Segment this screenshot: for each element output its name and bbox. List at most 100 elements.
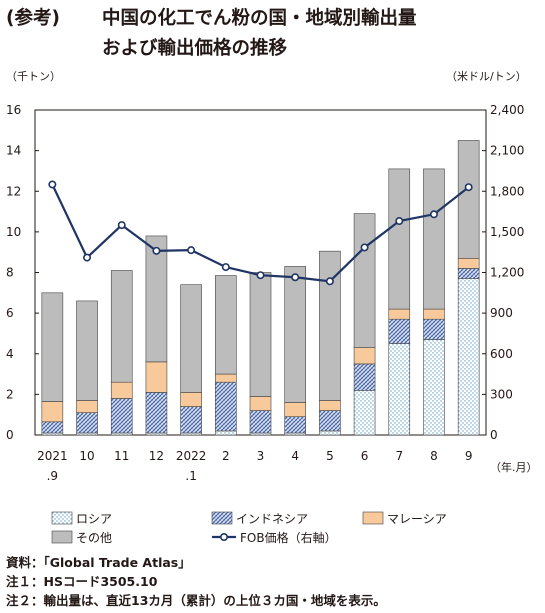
- x-tick-label: .1: [185, 469, 196, 483]
- bar-segment-2: [76, 412, 98, 434]
- x-tick-label: 8: [430, 449, 438, 463]
- legend-label-2: インドネシア: [236, 512, 308, 526]
- fob-price-point: [291, 273, 300, 282]
- fob-price-point: [360, 243, 369, 252]
- bar-segment-4: [110, 270, 133, 383]
- bar-segment-1: [110, 432, 133, 436]
- bar-segment-1: [249, 432, 272, 436]
- bar-segment-2: [249, 410, 272, 434]
- right-tick-label: 300: [490, 387, 513, 401]
- right-tick-label: 600: [490, 347, 513, 361]
- legend-label-4: その他: [76, 531, 112, 545]
- left-tick-label: 16: [6, 103, 21, 117]
- bar-segment-1: [145, 432, 168, 436]
- fob-price-point: [152, 246, 161, 255]
- bar-segment-2: [353, 363, 376, 391]
- bar-segment-2: [388, 318, 411, 344]
- bar-segment-4: [180, 284, 202, 393]
- bar-segment-3: [41, 401, 64, 423]
- x-tick-label: 9: [465, 449, 473, 463]
- bar-segment-2: [215, 381, 237, 432]
- bar-segment-4: [249, 272, 272, 397]
- bar-segment-2: [180, 406, 202, 434]
- legend-swatch-3: [362, 511, 384, 525]
- bar-segment-1: [319, 430, 341, 436]
- chart-title: (参考) 中国の化工でん粉の国・地域別輸出量 および輸出価格の推移: [6, 4, 417, 64]
- x-tick-label: 7: [395, 449, 403, 463]
- right-axis-unit: （米ドル/トン）: [446, 70, 527, 83]
- left-tick-label: 4: [6, 347, 14, 361]
- bar-segment-3: [388, 308, 411, 320]
- bar-segment-3: [110, 381, 133, 399]
- bar-segment-4: [457, 140, 480, 259]
- bar-segment-1: [76, 432, 98, 436]
- bar-segment-3: [76, 400, 98, 413]
- bar-segment-2: [423, 318, 445, 340]
- left-tick-label: 10: [6, 225, 21, 239]
- bar-segment-4: [423, 168, 445, 310]
- fob-price-point: [48, 180, 57, 189]
- bar-segment-2: [145, 392, 168, 434]
- bar-segment-3: [353, 347, 376, 365]
- x-tick-label: 2021: [37, 449, 68, 463]
- legend-swatch-2: [211, 511, 233, 525]
- legend-label-3: マレーシア: [387, 512, 447, 526]
- bar-segment-4: [145, 235, 168, 363]
- bar-segment-1: [353, 390, 376, 436]
- bar-segment-3: [457, 257, 480, 269]
- bar-segment-2: [284, 416, 306, 434]
- x-tick-label: 12: [149, 449, 164, 463]
- chart-area: 0 2 4 6 8 10 12 14 16 0 300 600 900 1,200 1,500 1,800 2,…: [6, 70, 538, 545]
- note-2: 注２：輸出量は、直近13カ月（累計）の上位３カ国・地域を表示。: [6, 593, 386, 608]
- fob-price-point: [83, 253, 92, 262]
- bar-segment-1: [284, 432, 306, 436]
- right-tick-label: 1,800: [490, 184, 524, 198]
- title-prefix: (参考): [6, 8, 60, 29]
- x-tick-label: 3: [257, 449, 265, 463]
- bar-segment-4: [319, 250, 341, 401]
- bar-segment-1: [423, 339, 445, 436]
- bar-segment-2: [110, 398, 133, 434]
- bar-segment-3: [215, 373, 237, 383]
- bar-segment-1: [41, 432, 64, 436]
- bar-segment-2: [457, 268, 480, 279]
- bar-segment-4: [388, 168, 411, 310]
- legend-label-fob: FOB価格（右軸）: [240, 530, 337, 545]
- bar-segment-3: [284, 402, 306, 418]
- bar-segment-3: [423, 308, 445, 320]
- bar-segment-2: [41, 421, 64, 434]
- right-tick-label: 2,400: [490, 103, 524, 117]
- fob-price-point: [464, 183, 473, 192]
- title-line-2: および輸出価格の推移: [102, 38, 288, 59]
- bar-segment-3: [180, 392, 202, 407]
- right-tick-label: 0: [490, 428, 498, 442]
- left-tick-label: 6: [6, 306, 14, 320]
- legend-label-1: ロシア: [76, 512, 112, 526]
- fob-price-point: [187, 246, 196, 255]
- legend-swatch-1: [51, 511, 73, 525]
- x-tick-label: .9: [47, 469, 58, 483]
- notes: 資料：「Global Trade Atlas」 注１：HSコード3505.10 …: [6, 553, 386, 610]
- x-tick-label: 4: [291, 449, 299, 463]
- legend-marker-fob: [220, 532, 229, 541]
- right-tick-label: 900: [490, 306, 513, 320]
- right-tick-label: 1,500: [490, 225, 524, 239]
- fob-price-point: [117, 221, 126, 230]
- plot-area: 0 2 4 6 8 10 12 14 16 0 300 600 900 1,200 1,500 1,800 2,…: [6, 70, 538, 545]
- note-source: 資料：「Global Trade Atlas」: [6, 555, 191, 570]
- left-tick-label: 8: [6, 266, 14, 280]
- bar-segment-3: [319, 400, 341, 411]
- fob-price-point: [325, 277, 334, 286]
- bar-segment-4: [41, 292, 64, 402]
- x-tick-label: 10: [79, 449, 94, 463]
- x-tick-label: 2022: [176, 449, 207, 463]
- fob-price-point: [395, 217, 404, 226]
- bar-segment-1: [457, 278, 480, 436]
- bar-segment-4: [215, 275, 237, 375]
- x-tick-label: 5: [326, 449, 334, 463]
- bar-segment-4: [353, 213, 376, 348]
- bar-segment-4: [76, 300, 98, 401]
- fob-price-point: [221, 263, 230, 272]
- bar-segment-2: [319, 410, 341, 432]
- bar-segment-1: [388, 343, 411, 436]
